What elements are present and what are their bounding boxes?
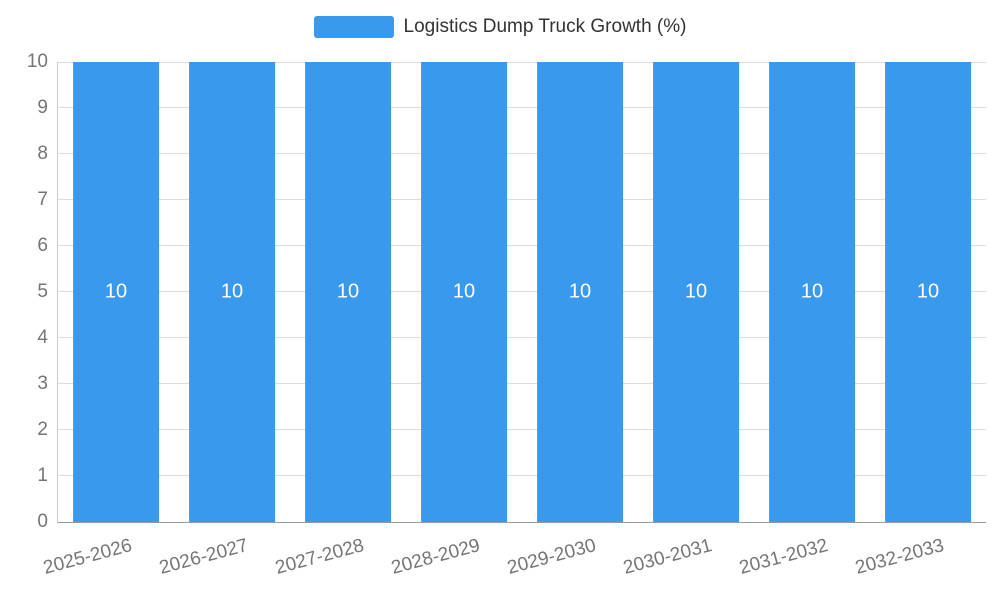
bar-slot: 10 [870,62,986,522]
bar-value-label: 10 [220,280,244,303]
bar-value-label: 10 [452,280,476,303]
bar-slot: 10 [522,62,638,522]
bar-value-label: 10 [568,280,592,303]
gridline [58,199,986,200]
gridline [58,153,986,154]
x-tick-label: 2030-2031 [621,535,715,579]
x-tick-label: 2027-2028 [273,535,367,579]
bar: 10 [885,62,971,522]
x-tick-label: 2031-2032 [737,535,831,579]
gridline [58,383,986,384]
y-axis: 0 1 2 3 4 5 6 7 8 9 10 [0,51,48,532]
bar: 10 [769,62,855,522]
bar-value-label: 10 [916,280,940,303]
bar-slot: 10 [754,62,870,522]
bar: 10 [653,62,739,522]
gridline [58,291,986,292]
legend-label: Logistics Dump Truck Growth (%) [403,16,687,37]
bar: 10 [73,62,159,522]
y-tick-label: 0 [37,511,48,532]
bar: 10 [305,62,391,522]
y-tick-label: 8 [37,143,48,164]
bar-slot: 10 [406,62,522,522]
bar: 10 [189,62,275,522]
y-tick-label: 2 [37,419,48,440]
bar-slot: 10 [638,62,754,522]
gridline [58,429,986,430]
bar-value-label: 10 [684,280,708,303]
x-tick-label: 2026-2027 [157,535,251,579]
x-tick-label: 2025-2026 [41,535,135,579]
y-tick-label: 1 [37,465,48,486]
bar-value-label: 10 [336,280,360,303]
gridline [58,475,986,476]
legend[interactable]: Logistics Dump Truck Growth (%) [0,16,1000,38]
bar-slots: 10 10 10 10 10 10 10 10 [58,62,986,522]
bar: 10 [421,62,507,522]
x-tick-label: 2029-2030 [505,535,599,579]
bar-slot: 10 [290,62,406,522]
y-tick-label: 9 [37,97,48,118]
y-tick-label: 4 [37,327,48,348]
y-tick-label: 6 [37,235,48,256]
bar-slot: 10 [58,62,174,522]
y-tick-label: 3 [37,373,48,394]
bar: 10 [537,62,623,522]
bar-value-label: 10 [104,280,128,303]
bar-slot: 10 [174,62,290,522]
x-tick-label: 2032-2033 [853,535,947,579]
gridline [58,107,986,108]
x-axis: 2025-2026 2026-2027 2027-2028 2028-2029 2029… [41,523,985,598]
x-tick-label: 2028-2029 [389,535,483,579]
plot-area: 10 10 10 10 10 10 10 10 [57,62,986,523]
legend-swatch [313,16,394,38]
y-tick-label: 7 [37,189,48,210]
y-tick-label: 5 [37,281,48,302]
gridline [58,245,986,246]
gridline [58,62,986,63]
y-tick-label: 10 [26,51,48,72]
bar-value-label: 10 [800,280,824,303]
gridline [58,337,986,338]
